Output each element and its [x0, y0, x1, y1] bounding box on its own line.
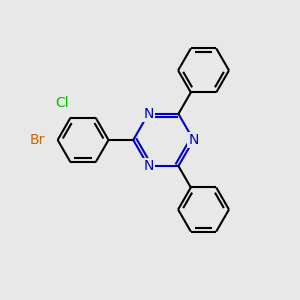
Text: Cl: Cl: [55, 97, 69, 110]
Text: N: N: [143, 159, 154, 173]
Text: N: N: [188, 133, 199, 147]
Text: Br: Br: [30, 133, 45, 147]
Text: N: N: [143, 107, 154, 121]
